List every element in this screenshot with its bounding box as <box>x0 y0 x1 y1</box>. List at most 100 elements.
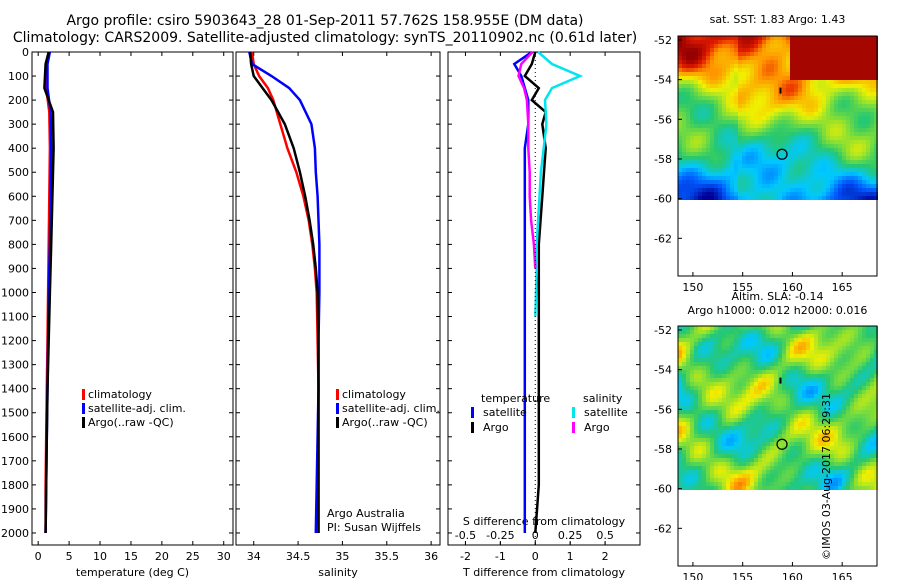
map-cell <box>750 474 754 478</box>
map-cell <box>686 406 690 410</box>
map-cell <box>786 164 790 168</box>
map-cell <box>706 418 710 422</box>
map-cell <box>738 406 742 410</box>
map-cell <box>870 430 874 434</box>
map-cell <box>746 326 750 330</box>
map-cell <box>678 196 682 200</box>
map-cell <box>842 474 846 478</box>
map-cell <box>758 152 762 156</box>
y-tick-label: 100 <box>8 70 29 83</box>
map-cell <box>802 104 806 108</box>
map-cell <box>698 406 702 410</box>
map-cell <box>778 330 782 334</box>
map-cell <box>786 120 790 124</box>
map-cell <box>746 92 750 96</box>
map-cell <box>750 168 754 172</box>
map-cell <box>690 346 694 350</box>
map-cell <box>742 80 746 84</box>
map-cell <box>842 434 846 438</box>
map-cell <box>818 128 822 132</box>
map-cell <box>782 338 786 342</box>
map-cell <box>678 48 682 52</box>
map-cell <box>838 160 842 164</box>
map-cell <box>874 152 878 156</box>
map-cell <box>846 156 850 160</box>
map-cell <box>846 442 850 446</box>
map-cell <box>690 64 694 68</box>
map-cell <box>814 56 818 60</box>
map-cell <box>854 390 858 394</box>
map-cell <box>762 36 766 40</box>
map-cell <box>722 144 726 148</box>
map-cell <box>770 370 774 374</box>
map-cell <box>734 338 738 342</box>
map-cell <box>874 454 878 458</box>
map-cell <box>790 334 794 338</box>
map-cell <box>770 176 774 180</box>
x-top-axis-label: S difference from climatology <box>463 515 626 528</box>
map-cell <box>782 326 786 330</box>
map-cell <box>750 176 754 180</box>
page-title: Argo profile: csiro 5903643_28 01-Sep-20… <box>66 13 584 29</box>
map-cell <box>782 116 786 120</box>
map-cell <box>834 474 838 478</box>
map-cell <box>862 450 866 454</box>
map-cell <box>758 426 762 430</box>
map-cell <box>694 44 698 48</box>
map-cell <box>682 92 686 96</box>
map-cell <box>778 144 782 148</box>
map-cell <box>750 362 754 366</box>
map-cell <box>778 96 782 100</box>
map-cell <box>846 124 850 128</box>
map-cell <box>818 68 822 72</box>
map-cell <box>778 422 782 426</box>
y-tick-label: 1300 <box>1 359 29 372</box>
map-cell <box>846 374 850 378</box>
map-cell <box>810 136 814 140</box>
map-cell <box>774 88 778 92</box>
map-cell <box>710 64 714 68</box>
map-cell <box>810 438 814 442</box>
map-cell <box>814 108 818 112</box>
map-cell <box>770 88 774 92</box>
map-cell <box>682 338 686 342</box>
map-cell <box>710 196 714 200</box>
map-cell <box>806 470 810 474</box>
map-cell <box>822 330 826 334</box>
map-cell <box>822 80 826 84</box>
map-cell <box>818 184 822 188</box>
map-cell <box>730 406 734 410</box>
map-cell <box>862 334 866 338</box>
map-cell <box>722 410 726 414</box>
map-cell <box>862 108 866 112</box>
legend-heading: salinity <box>583 392 623 405</box>
map-cell <box>854 462 858 466</box>
map-cell <box>814 48 818 52</box>
map-cell <box>814 326 818 330</box>
map-cell <box>826 68 830 72</box>
map-cell <box>694 132 698 136</box>
map-cell <box>762 40 766 44</box>
map-cell <box>690 172 694 176</box>
map-cell <box>778 366 782 370</box>
map-cell <box>798 136 802 140</box>
map-cell <box>702 486 706 490</box>
map-cell <box>802 426 806 430</box>
map-cell <box>714 486 718 490</box>
map-cell <box>846 116 850 120</box>
map-cell <box>834 48 838 52</box>
map-x-tick-label: 160 <box>782 571 803 580</box>
map-cell <box>770 482 774 486</box>
map-cell <box>766 486 770 490</box>
map-cell <box>854 342 858 346</box>
map-cell <box>682 68 686 72</box>
map-cell <box>826 470 830 474</box>
map-cell <box>706 382 710 386</box>
map-cell <box>754 410 758 414</box>
map-cell <box>802 430 806 434</box>
map-cell <box>738 378 742 382</box>
map-cell <box>826 144 830 148</box>
map-cell <box>806 36 810 40</box>
map-cell <box>702 366 706 370</box>
map-cell <box>842 362 846 366</box>
